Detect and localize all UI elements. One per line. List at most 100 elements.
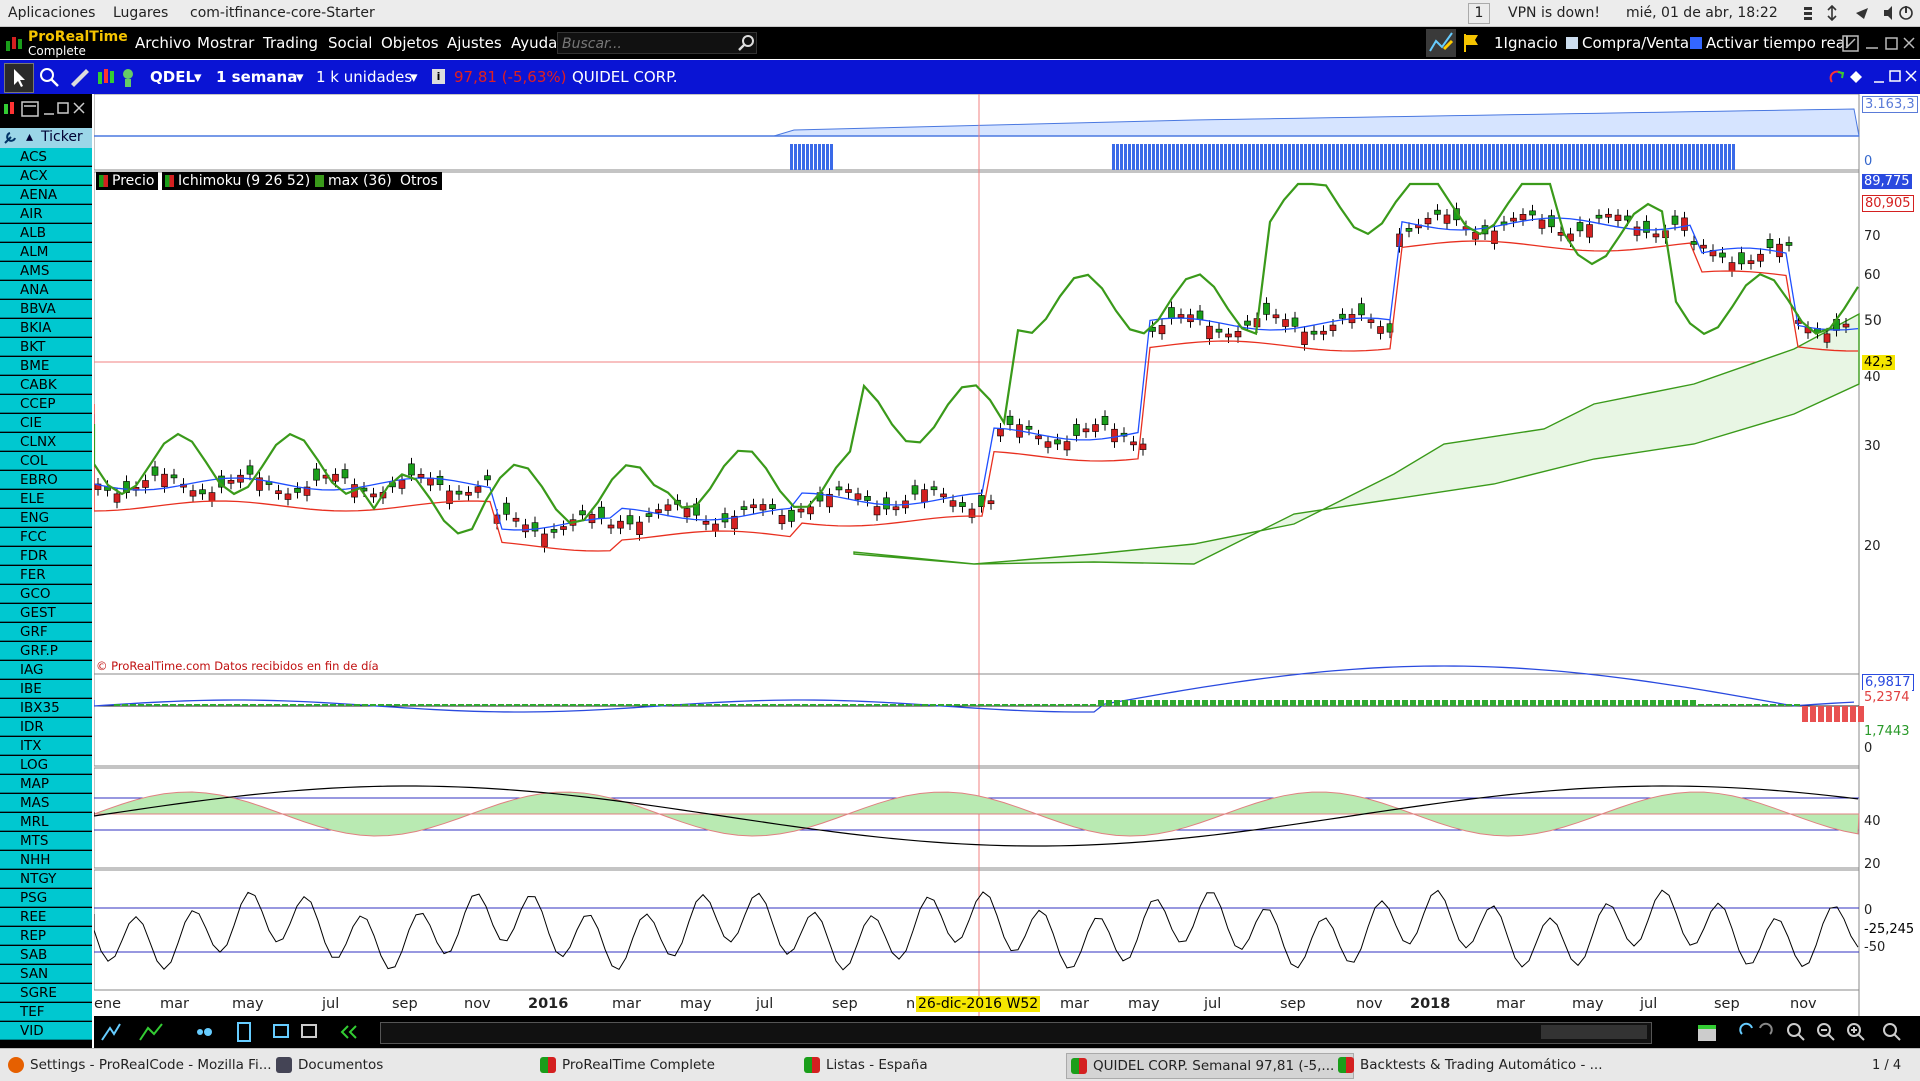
ticker-item[interactable]: IAG bbox=[0, 661, 92, 679]
menu-social[interactable]: Social bbox=[328, 34, 373, 52]
workspace-pager[interactable]: 1 / 4 bbox=[1872, 1058, 1902, 1073]
workspace-indicator[interactable]: 1 bbox=[1468, 3, 1490, 24]
scrollbar-thumb[interactable] bbox=[1541, 1025, 1647, 1039]
ticker-item[interactable]: CCEP bbox=[0, 395, 92, 413]
realtime-checkbox[interactable] bbox=[1690, 37, 1702, 49]
ticker-item[interactable]: IBX35 bbox=[0, 699, 92, 717]
ticker-item[interactable]: GRF bbox=[0, 623, 92, 641]
system-tray-icons[interactable] bbox=[1802, 5, 1914, 21]
ticker-item[interactable]: BKT bbox=[0, 338, 92, 356]
legend-max[interactable]: max (36) bbox=[312, 172, 396, 190]
window-controls[interactable] bbox=[1842, 35, 1916, 53]
search-icon[interactable] bbox=[736, 33, 756, 53]
ticker-item[interactable]: VID bbox=[0, 1022, 92, 1040]
taskbar-firefox[interactable]: Settings - ProRealCode - Mozilla Fi... bbox=[4, 1053, 286, 1077]
ticker-item[interactable]: ENG bbox=[0, 509, 92, 527]
ticker-item[interactable]: IBE bbox=[0, 680, 92, 698]
ticker-item[interactable]: BME bbox=[0, 357, 92, 375]
ticker-item[interactable]: REE bbox=[0, 908, 92, 926]
symbol-selector[interactable]: QDEL bbox=[150, 68, 196, 86]
ticker-item[interactable]: ELE bbox=[0, 490, 92, 508]
zoom-navigation-icons[interactable] bbox=[1694, 1020, 1918, 1044]
menu-mostrar[interactable]: Mostrar bbox=[197, 34, 255, 52]
ticker-item[interactable]: ANA bbox=[0, 281, 92, 299]
applications-menu[interactable]: Aplicaciones bbox=[8, 5, 96, 21]
ticker-item[interactable]: ALB bbox=[0, 224, 92, 242]
vpn-status[interactable]: VPN is down! bbox=[1508, 5, 1600, 21]
panel-tool-icons[interactable] bbox=[2, 100, 90, 118]
ticker-item[interactable]: ACS bbox=[0, 148, 92, 166]
zoom-icon[interactable] bbox=[38, 66, 60, 88]
ticker-item[interactable]: LOG bbox=[0, 756, 92, 774]
active-window-title[interactable]: com-itfinance-core-Starter bbox=[190, 5, 375, 21]
ticker-item[interactable]: MTS bbox=[0, 832, 92, 850]
menu-ayuda[interactable]: Ayuda bbox=[511, 34, 558, 52]
ticker-item[interactable]: NTGY bbox=[0, 870, 92, 888]
info-icon[interactable]: i bbox=[432, 69, 445, 84]
menu-trading[interactable]: Trading bbox=[263, 34, 319, 52]
ticker-item[interactable]: COL bbox=[0, 452, 92, 470]
bottom-tool-icons[interactable] bbox=[98, 1020, 418, 1044]
legend-otros[interactable]: Otros bbox=[396, 172, 442, 190]
ticker-item[interactable]: FER bbox=[0, 566, 92, 584]
ticker-item[interactable]: MAS bbox=[0, 794, 92, 812]
ticker-item[interactable]: SAN bbox=[0, 965, 92, 983]
places-menu[interactable]: Lugares bbox=[113, 5, 169, 21]
ruler-icon[interactable] bbox=[68, 66, 90, 88]
ticker-column-header[interactable]: ▴ Ticker bbox=[0, 128, 92, 148]
ticker-item[interactable]: FCC bbox=[0, 528, 92, 546]
user-account[interactable]: 1Ignacio bbox=[1494, 34, 1558, 52]
ticker-item[interactable]: GRF.P bbox=[0, 642, 92, 660]
buy-sell-checkbox[interactable] bbox=[1566, 37, 1578, 49]
taskbar-quidel-chart[interactable]: QUIDEL CORP. Semanal 97,81 (-5,... bbox=[1066, 1053, 1354, 1079]
chart-window-controls[interactable] bbox=[1828, 68, 1918, 86]
chart-type-icons[interactable] bbox=[96, 66, 136, 88]
activate-realtime-button[interactable]: Activar tiempo real bbox=[1706, 34, 1850, 52]
ticker-item[interactable]: CABK bbox=[0, 376, 92, 394]
legend-ichimoku[interactable]: Ichimoku (9 26 52) bbox=[162, 172, 315, 190]
taskbar-backtests[interactable]: Backtests & Trading Automático - ... bbox=[1334, 1053, 1622, 1077]
menu-objetos[interactable]: Objetos bbox=[381, 34, 439, 52]
ticker-item[interactable]: EBRO bbox=[0, 471, 92, 489]
ticker-item[interactable]: ACX bbox=[0, 167, 92, 185]
ticker-item[interactable]: IDR bbox=[0, 718, 92, 736]
ticker-item[interactable]: AENA bbox=[0, 186, 92, 204]
legend-precio[interactable]: Precio bbox=[96, 172, 159, 190]
ticker-item[interactable]: ALM bbox=[0, 243, 92, 261]
ticker-item[interactable]: PSG bbox=[0, 889, 92, 907]
ticker-item[interactable]: GCO bbox=[0, 585, 92, 603]
ticker-item[interactable]: BBVA bbox=[0, 300, 92, 318]
drawing-mode-button[interactable] bbox=[1426, 29, 1456, 57]
ticker-item[interactable]: GEST bbox=[0, 604, 92, 622]
taskbar-documentos[interactable]: Documentos bbox=[272, 1053, 548, 1077]
clock[interactable]: mié, 01 de abr, 18:22 bbox=[1626, 5, 1778, 21]
buy-sell-button[interactable]: Compra/Venta bbox=[1582, 34, 1690, 52]
chart-canvas[interactable] bbox=[94, 94, 1920, 1016]
ticker-item[interactable]: BKIA bbox=[0, 319, 92, 337]
wrench-icon[interactable] bbox=[3, 131, 17, 145]
period-selector[interactable]: 1 semana bbox=[216, 68, 298, 86]
ticker-item[interactable]: AIR bbox=[0, 205, 92, 223]
ticker-item[interactable]: REP bbox=[0, 927, 92, 945]
chart-scrollbar[interactable] bbox=[380, 1022, 1652, 1044]
menu-ajustes[interactable]: Ajustes bbox=[447, 34, 502, 52]
ticker-item[interactable]: CIE bbox=[0, 414, 92, 432]
ticker-item[interactable]: FDR bbox=[0, 547, 92, 565]
ticker-item[interactable]: MAP bbox=[0, 775, 92, 793]
taskbar-listas[interactable]: Listas - España bbox=[800, 1053, 1082, 1077]
ticker-item[interactable]: ITX bbox=[0, 737, 92, 755]
menu-archivo[interactable]: Archivo bbox=[135, 34, 192, 52]
ticker-item[interactable]: TEF bbox=[0, 1003, 92, 1021]
pointer-tool-button[interactable] bbox=[4, 63, 34, 93]
taskbar-prorealtime[interactable]: ProRealTime Complete bbox=[536, 1053, 812, 1077]
ticker-item[interactable]: MRL bbox=[0, 813, 92, 831]
flag-icon[interactable] bbox=[1462, 33, 1480, 53]
ticker-item[interactable]: SGRE bbox=[0, 984, 92, 1002]
ticker-item[interactable]: NHH bbox=[0, 851, 92, 869]
units-selector[interactable]: 1 k unidades bbox=[316, 68, 413, 86]
macd-histogram bbox=[858, 704, 864, 706]
ticker-item[interactable]: SAB bbox=[0, 946, 92, 964]
search-input[interactable]: Buscar... bbox=[557, 32, 757, 54]
ticker-item[interactable]: CLNX bbox=[0, 433, 92, 451]
ticker-item[interactable]: AMS bbox=[0, 262, 92, 280]
